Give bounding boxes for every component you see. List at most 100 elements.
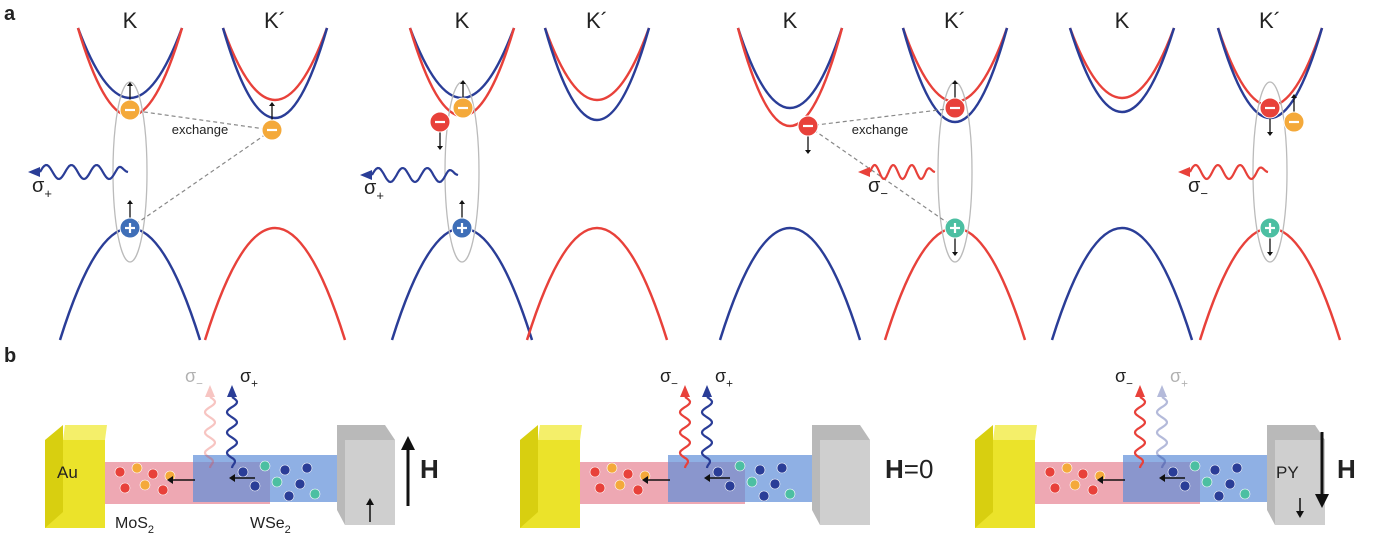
photon <box>700 385 714 469</box>
hole <box>283 490 295 502</box>
hole <box>746 476 758 488</box>
band <box>736 27 844 109</box>
layer-label: WSe2 <box>250 515 291 536</box>
valence-band <box>525 227 669 341</box>
hole <box>249 480 261 492</box>
spin-head <box>1291 94 1297 98</box>
photon-arrowhead <box>28 167 40 177</box>
hole <box>259 460 271 472</box>
photon-arrowhead <box>360 170 372 180</box>
layer-label: MoS2 <box>115 515 154 536</box>
photon <box>1133 385 1147 469</box>
spin-head <box>805 150 811 154</box>
photon <box>360 166 459 184</box>
band <box>543 27 651 102</box>
electrode-gray-face <box>820 440 870 525</box>
hole <box>271 476 283 488</box>
hole <box>758 490 770 502</box>
spin-head <box>460 80 466 84</box>
field-label: H <box>1337 454 1356 484</box>
photon-wave <box>678 396 692 469</box>
hole <box>1224 478 1236 490</box>
photon-wave <box>225 396 239 469</box>
valley-label: K´ <box>586 8 608 33</box>
photon <box>203 385 217 469</box>
photon-arrowhead <box>1135 385 1145 397</box>
valley-label: K´ <box>264 8 286 33</box>
polarization-label: σ− <box>1115 366 1133 390</box>
photon <box>28 163 129 181</box>
polarization-label-symbol: σ <box>240 366 251 386</box>
photon-arrowhead <box>702 385 712 397</box>
hole <box>1239 488 1251 500</box>
polarization-label: σ+ <box>32 175 52 201</box>
electron <box>594 482 606 494</box>
layer-wse2 <box>1123 455 1275 502</box>
layer-wse2 <box>668 455 820 502</box>
polarization-label-subscript: − <box>880 186 888 201</box>
electron <box>147 468 159 480</box>
valley-label: K <box>783 8 798 33</box>
polarization-label: σ− <box>1188 175 1208 201</box>
electron <box>1044 466 1056 478</box>
photon <box>678 385 692 469</box>
band <box>1068 27 1176 100</box>
photon-arrowhead <box>1157 385 1167 397</box>
polarization-label-symbol: σ <box>1170 366 1181 386</box>
band <box>736 27 844 128</box>
exchange-line <box>807 125 956 229</box>
current-head <box>1097 476 1103 484</box>
photon-wave <box>39 163 129 181</box>
current-head <box>642 476 648 484</box>
layer-name: WSe <box>250 515 285 532</box>
photon <box>1178 163 1269 181</box>
hole <box>1167 466 1179 478</box>
electrode-gray-face <box>1275 440 1325 525</box>
polarization-label-symbol: σ <box>715 366 726 386</box>
electron <box>157 484 169 496</box>
spin-head <box>437 146 443 150</box>
polarization-label: σ− <box>868 175 888 201</box>
electron <box>632 484 644 496</box>
exchange-label: exchange <box>852 122 908 137</box>
photon <box>225 385 239 469</box>
photon-arrowhead <box>1178 167 1190 177</box>
electron <box>1069 479 1081 491</box>
polarization-label-subscript: + <box>251 377 258 390</box>
hole <box>1189 460 1201 472</box>
polarization-label-subscript: − <box>1200 186 1208 201</box>
polarization-label-symbol: σ <box>364 177 377 199</box>
layer-subscript: 2 <box>285 524 291 536</box>
current-head <box>1159 474 1165 482</box>
photon <box>858 163 936 181</box>
hole <box>309 488 321 500</box>
exchange-label: exchange <box>172 122 228 137</box>
photon-wave <box>1155 396 1169 469</box>
field-symbol: H <box>885 454 904 484</box>
field-value: =0 <box>904 454 934 484</box>
layer-wse2 <box>193 455 345 502</box>
hole <box>754 464 766 476</box>
spin-head <box>1267 132 1273 136</box>
band <box>221 27 329 119</box>
valence-band <box>718 227 862 341</box>
electrode-top <box>993 425 1037 440</box>
electron <box>1087 484 1099 496</box>
spin-head <box>127 200 133 204</box>
valence-band <box>390 227 534 341</box>
panel-label: b <box>4 345 16 367</box>
electron <box>131 462 143 474</box>
hole <box>1179 480 1191 492</box>
polarization-label-symbol: σ <box>32 175 45 197</box>
hole <box>724 480 736 492</box>
electron <box>614 479 626 491</box>
hole <box>1213 490 1225 502</box>
hole <box>784 488 796 500</box>
hole <box>776 462 788 474</box>
valence-band <box>203 227 347 341</box>
hole <box>712 466 724 478</box>
photon-wave <box>1189 163 1269 181</box>
photon-wave <box>203 396 217 469</box>
field-head <box>1315 494 1329 508</box>
